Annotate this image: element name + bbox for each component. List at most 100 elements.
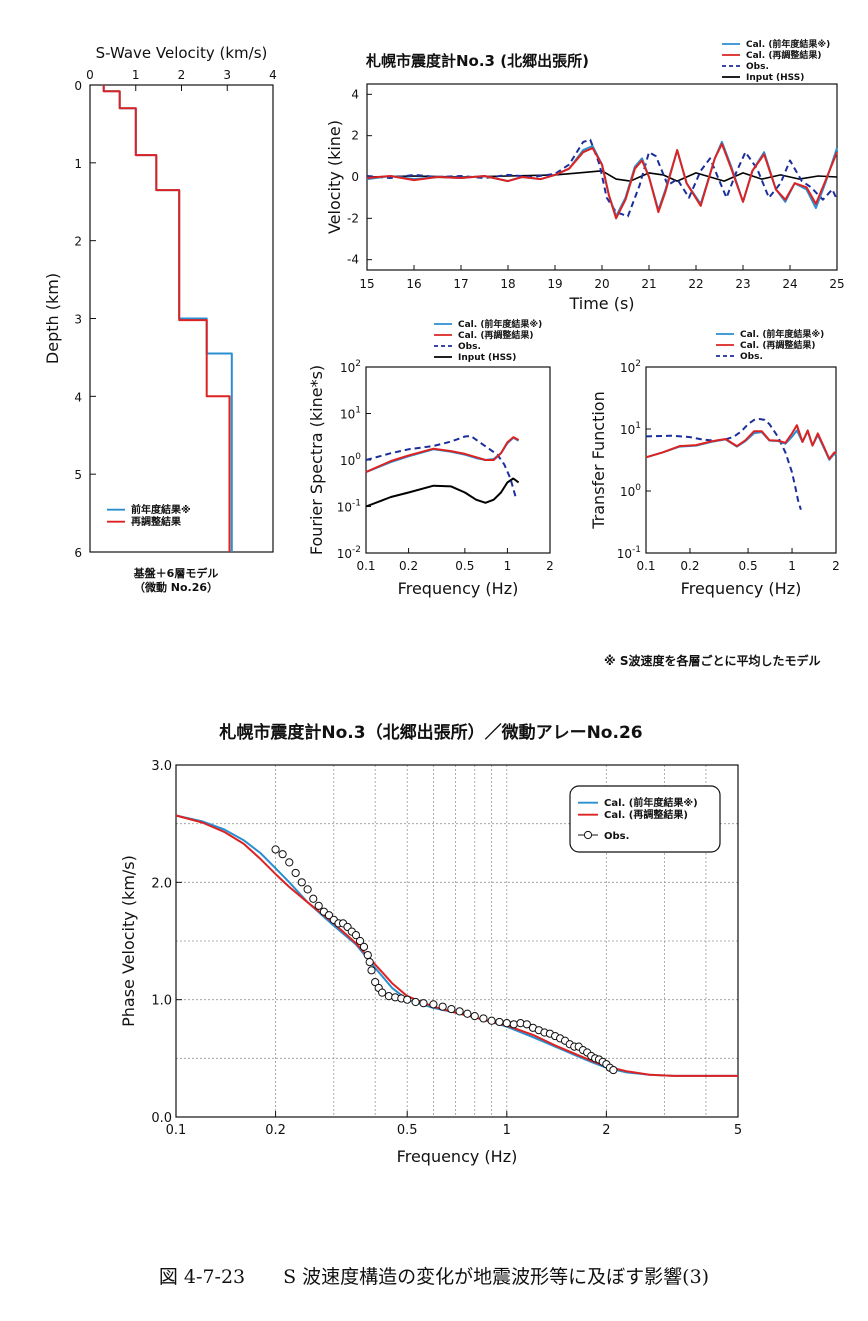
tf-legend-label: Cal. (再調整結果) (740, 339, 816, 351)
vs-x-tick-label: 0 (86, 68, 94, 82)
pv-series-line (175, 814, 738, 1077)
pv-obs-point (297, 878, 306, 887)
pv-obs-point (447, 1004, 456, 1014)
pv-plot-frame (175, 764, 739, 1118)
vs-series-line (102, 85, 231, 552)
vel-legend-label: Cal. (再調整結果) (746, 49, 822, 61)
pv-title: 札幌市震度計No.3（北郷出張所）／微動アレーNo.26 (218, 722, 642, 743)
pv-x-tick-label: 1 (503, 1123, 511, 1138)
pv-obs-point (429, 1000, 438, 1009)
fs-y-tick-label: 102 (340, 359, 361, 375)
tf-x-tick-label: 0.2 (680, 559, 699, 573)
vel-y-axis-label: Velocity (kine) (325, 120, 344, 234)
vs-y-axis-label: Depth (km) (43, 273, 62, 364)
vel-x-tick-label: 24 (782, 277, 797, 291)
tf-series-line (645, 429, 837, 461)
pv-y-tick-label: 2.0 (151, 876, 172, 891)
pv-obs-point (403, 995, 412, 1004)
pv-obs-point (359, 942, 369, 951)
tf-x-axis-label: Frequency (Hz) (681, 579, 802, 598)
vel-x-tick-label: 19 (547, 277, 562, 291)
vs-y-tick-label: 6 (74, 546, 82, 560)
vs-x-tick-label: 2 (178, 68, 186, 82)
vel-y-tick-label: 0 (351, 170, 359, 184)
fs-legend-label: Obs. (458, 342, 481, 352)
pv-obs-point (438, 1002, 447, 1011)
vel-y-tick-label: 4 (351, 87, 359, 101)
pv-legend-label: Obs. (604, 831, 629, 842)
vel-x-tick-label: 25 (829, 277, 844, 291)
pv-obs-point (355, 936, 365, 946)
pv-obs-point (509, 1020, 518, 1029)
pv-obs-point (609, 1065, 618, 1075)
pv-legend-marker (583, 830, 593, 840)
pv-obs-point (502, 1019, 511, 1028)
vs-y-tick-label: 5 (74, 468, 82, 482)
fs-series-line (365, 436, 520, 474)
pv-obs-point (455, 1007, 464, 1016)
tf-plot-frame (645, 366, 837, 554)
tf-x-tick-label: 2 (832, 559, 840, 573)
vs-model-note: （微動 No.26） (134, 580, 218, 594)
pv-obs-point (378, 988, 387, 997)
pv-obs-point (314, 901, 323, 910)
vs-y-tick-label: 4 (74, 390, 82, 404)
fs-y-tick-label: 10-1 (337, 499, 361, 515)
pv-legend-label: Cal. (前年度結果※) (604, 796, 698, 809)
vel-x-axis-label: Time (s) (568, 294, 634, 313)
pv-obs-point (365, 958, 374, 967)
fs-x-tick-label: 0.5 (455, 559, 474, 573)
vel-legend-label: Input (HSS) (746, 73, 804, 83)
vel-y-tick-label: -4 (347, 253, 359, 267)
pv-obs-point (495, 1017, 504, 1027)
vel-x-tick-label: 18 (500, 277, 515, 291)
vel-x-tick-label: 22 (688, 277, 703, 291)
fs-legend-label: Cal. (前年度結果※) (458, 318, 542, 330)
figure-caption: 図 4-7-23 S 波速度構造の変化が地震波形等に及ぼす影響(3) (158, 1266, 710, 1288)
pv-obs-point (367, 966, 376, 975)
tf-y-tick-label: 10-1 (617, 545, 641, 561)
vel-legend-label: Cal. (前年度結果※) (746, 38, 830, 50)
tf-legend-label: Cal. (前年度結果※) (740, 328, 824, 340)
vel-y-tick-label: -2 (347, 211, 359, 225)
vel-x-tick-label: 17 (453, 277, 468, 291)
fs-y-tick-label: 10-2 (337, 545, 361, 561)
pv-obs-point (371, 977, 380, 987)
pv-legend-label: Cal. (再調整結果) (604, 808, 688, 821)
vel-series-line (366, 138, 838, 218)
tf-legend-label: Obs. (740, 352, 763, 362)
fs-y-tick-label: 100 (340, 452, 361, 468)
pv-x-tick-label: 0.2 (265, 1123, 286, 1138)
fs-x-axis-label: Frequency (Hz) (398, 579, 519, 598)
pv-obs-point (309, 894, 318, 903)
pv-obs-point (487, 1016, 496, 1025)
vs-y-tick-label: 1 (74, 157, 82, 171)
fs-x-tick-label: 1 (504, 559, 512, 573)
tf-series-line (645, 424, 837, 460)
fs-x-tick-label: 0.1 (356, 559, 375, 573)
tf-y-tick-label: 100 (620, 483, 641, 499)
footnote: ※ S波速度を各層ごとに平均したモデル (604, 654, 821, 668)
pv-obs-point (271, 845, 280, 854)
fs-series-line (365, 436, 520, 474)
vs-legend-label: 前年度結果※ (131, 503, 191, 516)
pv-series-line (175, 814, 738, 1077)
pv-obs-point (278, 850, 287, 859)
pv-legend-box (569, 785, 721, 853)
vs-title: S-Wave Velocity (km/s) (96, 44, 268, 62)
fs-y-tick-label: 101 (340, 406, 361, 422)
fs-x-tick-label: 2 (546, 559, 554, 573)
pv-y-tick-label: 0.0 (151, 1111, 172, 1126)
vel-x-tick-label: 15 (359, 277, 374, 291)
pv-obs-point (363, 950, 372, 960)
pv-obs-point (522, 1020, 531, 1029)
vs-x-tick-label: 3 (223, 68, 231, 82)
pv-y-tick-label: 1.0 (151, 994, 172, 1009)
pv-y-tick-label: 3.0 (151, 759, 172, 774)
tf-x-tick-label: 0.5 (739, 559, 758, 573)
pv-obs-point (324, 911, 334, 920)
pv-obs-point (470, 1011, 479, 1021)
tf-y-axis-label: Transfer Function (589, 391, 608, 529)
vs-y-tick-label: 2 (74, 235, 82, 249)
